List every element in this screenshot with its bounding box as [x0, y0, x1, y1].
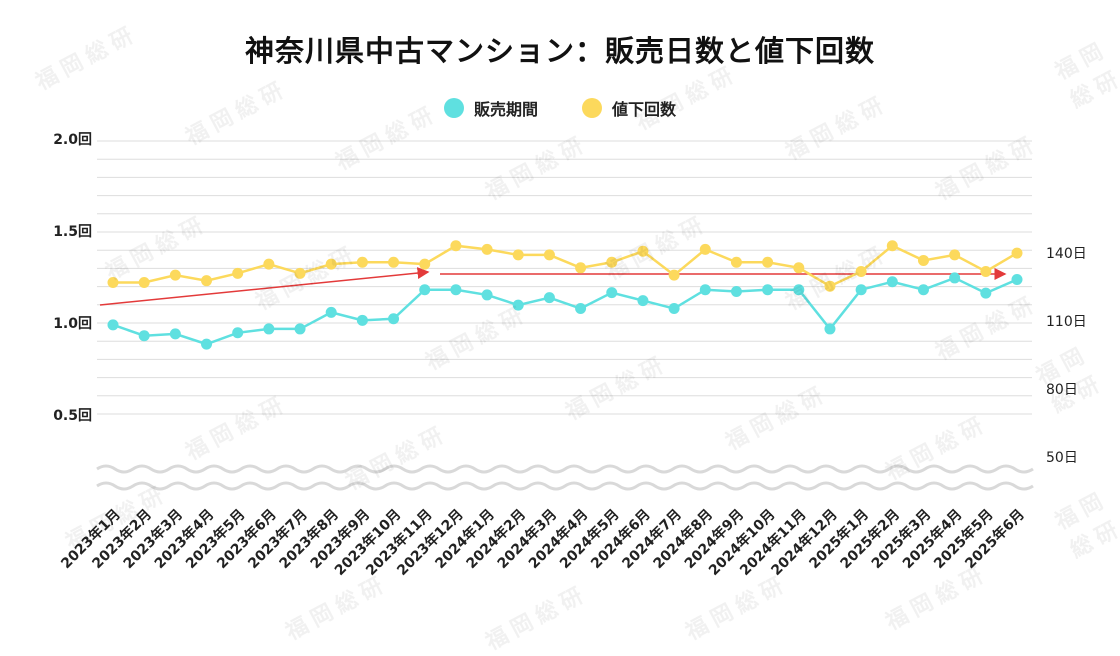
data-point-price-cuts: [543, 249, 555, 261]
legend-label-price-cuts: 値下回数: [612, 100, 677, 119]
left-axis-tick-label: 0.5回: [53, 408, 92, 424]
legend-swatch-price-cuts: [582, 98, 602, 118]
data-point-price-cuts: [668, 269, 680, 281]
data-point-sales-period: [294, 323, 306, 335]
data-point-price-cuts: [450, 240, 462, 252]
data-point-sales-period: [1011, 274, 1023, 286]
data-point-sales-period: [481, 289, 493, 301]
data-point-sales-period: [356, 314, 368, 326]
data-point-price-cuts: [637, 245, 649, 257]
data-point-sales-period: [668, 303, 680, 315]
data-point-sales-period: [606, 287, 618, 299]
legend: 販売期間 値下回数: [0, 96, 1120, 120]
data-point-sales-period: [949, 272, 961, 284]
data-point-price-cuts: [855, 265, 867, 277]
data-point-price-cuts: [263, 258, 275, 270]
data-point-price-cuts: [201, 275, 213, 287]
data-point-sales-period: [325, 306, 337, 318]
legend-label-sales-period: 販売期間: [473, 100, 538, 119]
data-point-price-cuts: [232, 267, 244, 279]
data-point-price-cuts: [949, 249, 961, 261]
data-point-price-cuts: [356, 256, 368, 268]
axis-break-wave: [96, 464, 1034, 474]
data-point-sales-period: [232, 327, 244, 339]
data-point-price-cuts: [1011, 247, 1023, 259]
data-point-sales-period: [201, 338, 213, 350]
data-point-sales-period: [512, 299, 524, 311]
left-axis-tick-label: 1.0回: [53, 316, 92, 332]
series-line-price-cuts: [113, 244, 1018, 288]
right-axis-tick-label: 80日: [1046, 382, 1078, 398]
data-point-sales-period: [824, 323, 836, 335]
series-line-sales-period: [112, 276, 1018, 346]
data-point-price-cuts: [138, 277, 150, 289]
right-axis-tick-label: 140日: [1046, 246, 1087, 262]
data-point-price-cuts: [699, 243, 711, 255]
data-point-sales-period: [169, 328, 181, 340]
data-point-sales-period: [419, 284, 431, 296]
data-point-price-cuts: [325, 258, 337, 270]
data-point-price-cuts: [419, 258, 431, 270]
data-point-sales-period: [793, 284, 805, 296]
data-point-sales-period: [699, 284, 711, 296]
data-point-price-cuts: [886, 240, 898, 252]
data-point-sales-period: [450, 284, 462, 296]
left-axis-tick-label: 2.0回: [53, 132, 92, 148]
data-point-price-cuts: [388, 256, 400, 268]
data-point-sales-period: [980, 287, 992, 299]
data-point-sales-period: [107, 319, 119, 331]
right-axis-tick-label: 50日: [1046, 450, 1078, 466]
data-point-price-cuts: [824, 280, 836, 292]
line-chart: 0.5回1.0回1.5回2.0回50日80日110日140日2023年1月202…: [53, 132, 1087, 579]
data-point-sales-period: [637, 295, 649, 307]
data-point-price-cuts: [793, 262, 805, 274]
data-point-sales-period: [762, 284, 774, 296]
data-point-price-cuts: [294, 267, 306, 279]
data-point-sales-period: [138, 330, 150, 342]
data-point-sales-period: [730, 286, 742, 298]
data-point-sales-period: [886, 276, 898, 288]
data-point-price-cuts: [481, 243, 493, 255]
legend-swatch-sales-period: [443, 98, 464, 118]
legend-item-price-cuts: 値下回数: [582, 96, 676, 120]
data-point-sales-period: [543, 292, 555, 304]
data-point-price-cuts: [512, 249, 524, 261]
data-point-sales-period: [263, 323, 275, 335]
data-point-price-cuts: [762, 256, 774, 268]
data-point-sales-period: [855, 284, 867, 296]
data-point-price-cuts: [575, 262, 587, 274]
data-point-price-cuts: [107, 277, 119, 289]
data-point-sales-period: [388, 313, 400, 325]
right-axis-tick-label: 110日: [1046, 314, 1087, 330]
data-point-sales-period: [575, 303, 587, 315]
legend-item-sales-period: 販売期間: [443, 96, 538, 120]
data-point-price-cuts: [980, 265, 992, 277]
data-point-price-cuts: [169, 269, 181, 281]
chart-title: 神奈川県中古マンション：販売日数と値下回数: [244, 34, 875, 68]
left-axis-tick-label: 1.5回: [53, 224, 92, 240]
data-point-price-cuts: [606, 256, 618, 268]
data-point-price-cuts: [730, 256, 742, 268]
data-point-sales-period: [917, 284, 929, 296]
data-point-price-cuts: [917, 254, 929, 266]
axis-break-wave: [96, 481, 1034, 491]
trend-arrow: [99, 267, 430, 306]
